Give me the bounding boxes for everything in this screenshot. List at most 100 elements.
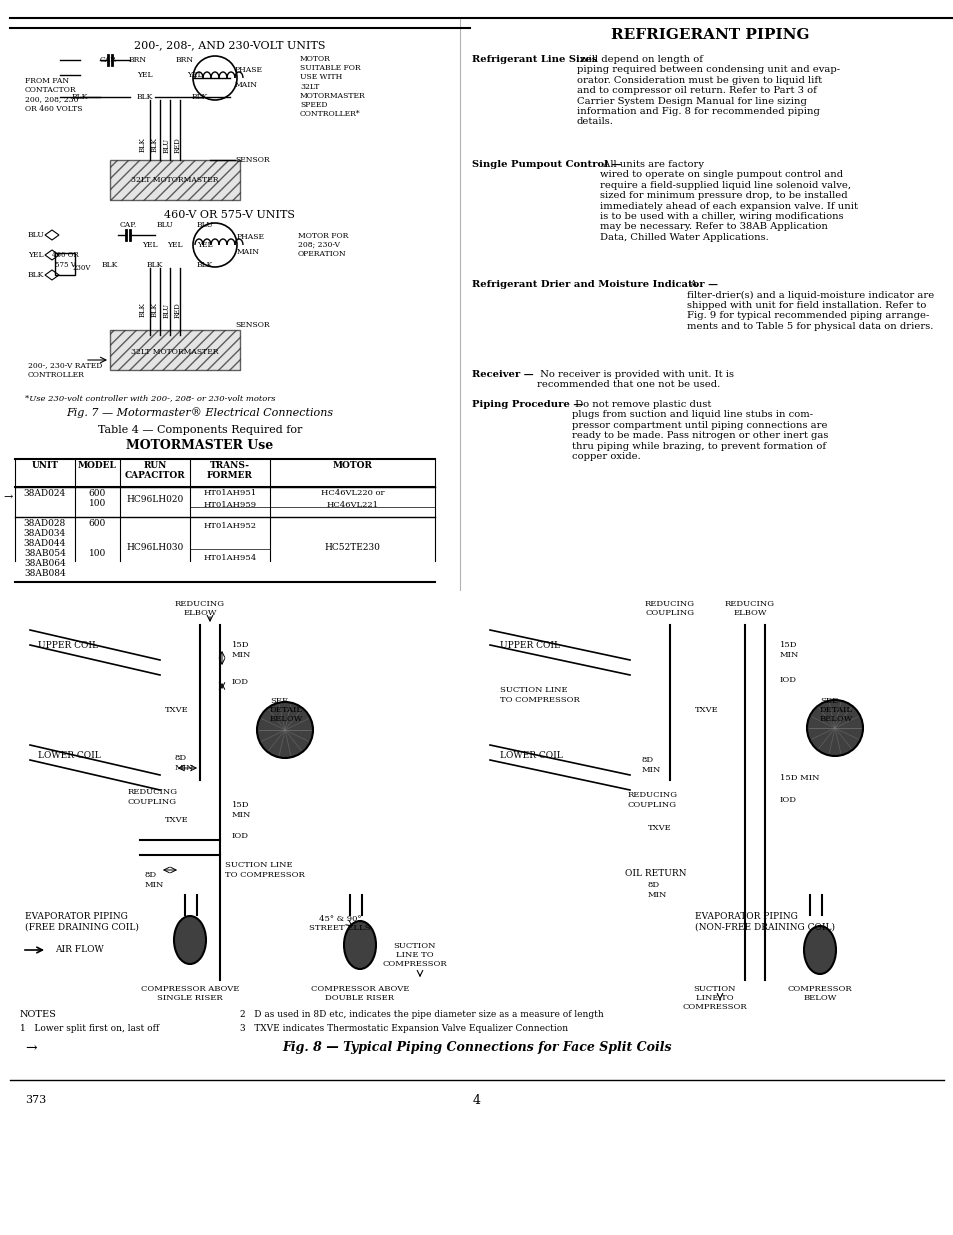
Text: REDUCING
COUPLING: REDUCING COUPLING (128, 788, 178, 805)
Text: YEL: YEL (187, 70, 203, 79)
Text: 460-V OR 575-V UNITS: 460-V OR 575-V UNITS (164, 210, 295, 220)
Text: MOTOR: MOTOR (333, 461, 372, 471)
Bar (55, 253, 75, 275)
Text: MOTOR FOR
208; 230-V
OPERATION: MOTOR FOR 208; 230-V OPERATION (297, 232, 348, 258)
Text: COMPRESSOR ABOVE
DOUBLE RISER: COMPRESSOR ABOVE DOUBLE RISER (311, 986, 409, 1002)
Text: RED: RED (173, 303, 182, 317)
Text: 38AD028: 38AD028 (24, 519, 66, 529)
Text: LOWER COIL: LOWER COIL (38, 751, 101, 760)
Text: PHASE: PHASE (234, 65, 263, 74)
Text: 15D MIN: 15D MIN (780, 774, 819, 782)
Text: Receiver —: Receiver — (472, 370, 533, 379)
Text: HT01AH959: HT01AH959 (203, 501, 256, 509)
Bar (110, 161, 240, 200)
Text: REDUCING
COUPLING: REDUCING COUPLING (627, 792, 678, 809)
Text: YEL: YEL (167, 241, 183, 249)
Text: 15D
MIN: 15D MIN (232, 802, 251, 819)
Text: 32LT MOTORMASTER: 32LT MOTORMASTER (132, 348, 218, 356)
Text: AIR FLOW: AIR FLOW (55, 946, 104, 955)
Text: 1   Lower split first on, last off: 1 Lower split first on, last off (20, 1024, 159, 1032)
Bar (0, 590, 953, 990)
Text: BLK: BLK (192, 93, 208, 101)
Text: REDUCING
COUPLING: REDUCING COUPLING (644, 600, 695, 618)
Text: BLU: BLU (196, 221, 213, 228)
Ellipse shape (173, 916, 206, 965)
Text: BLU: BLU (163, 303, 171, 317)
Text: 3   TXVE indicates Thermostatic Expansion Valve Equalizer Connection: 3 TXVE indicates Thermostatic Expansion … (240, 1024, 568, 1032)
Circle shape (806, 700, 862, 756)
Text: MOTOR
SUITABLE FOR
USE WITH
32LT
MOTORMASTER
SPEED
CONTROLLER*: MOTOR SUITABLE FOR USE WITH 32LT MOTORMA… (299, 56, 365, 119)
Text: 15D
MIN: 15D MIN (232, 641, 251, 658)
Text: 600
100: 600 100 (89, 489, 106, 509)
Text: Refrigerant Drier and Moisture Indicator —: Refrigerant Drier and Moisture Indicator… (472, 280, 718, 289)
Text: YEL: YEL (142, 241, 157, 249)
Text: SUCTION LINE
TO COMPRESSOR: SUCTION LINE TO COMPRESSOR (499, 687, 579, 704)
Text: MAIN: MAIN (234, 82, 257, 89)
Text: SENSOR: SENSOR (234, 321, 270, 329)
Text: Single Pumpout Control —: Single Pumpout Control — (472, 161, 620, 169)
Text: 100: 100 (89, 550, 106, 558)
Text: All units are factory
wired to operate on single pumpout control and
require a f: All units are factory wired to operate o… (599, 161, 857, 242)
Ellipse shape (803, 926, 835, 974)
Text: TXVE: TXVE (647, 824, 671, 832)
Text: HT01AH952: HT01AH952 (203, 522, 256, 530)
Text: No receiver is provided with unit. It is
recommended that one not be used.: No receiver is provided with unit. It is… (537, 370, 733, 389)
Text: REFRIGERANT PIPING: REFRIGERANT PIPING (610, 28, 808, 42)
Text: HC46VL221: HC46VL221 (326, 501, 378, 509)
Text: COMPRESSOR
BELOW: COMPRESSOR BELOW (787, 986, 851, 1002)
Text: TXVE: TXVE (165, 816, 189, 824)
Text: CAP.: CAP. (119, 221, 136, 228)
Text: Piping Procedure —: Piping Procedure — (472, 400, 582, 409)
Text: SUCTION LINE
TO COMPRESSOR: SUCTION LINE TO COMPRESSOR (225, 861, 304, 878)
Text: SUCTION
LINE TO
COMPRESSOR: SUCTION LINE TO COMPRESSOR (682, 986, 746, 1011)
Text: YEL: YEL (197, 241, 213, 249)
Text: NOTES: NOTES (20, 1010, 57, 1019)
Text: HC46VL220 or: HC46VL220 or (320, 489, 384, 496)
Text: BRN: BRN (175, 56, 193, 64)
Text: SENSOR: SENSOR (234, 156, 270, 164)
Text: BLU: BLU (28, 231, 45, 240)
Text: BLU: BLU (156, 221, 173, 228)
Text: 15D
MIN: 15D MIN (780, 641, 799, 658)
Text: BLU: BLU (163, 137, 171, 153)
Text: UPPER COIL: UPPER COIL (38, 641, 98, 650)
Bar (110, 330, 240, 370)
Text: 38AB054: 38AB054 (24, 550, 66, 558)
Text: 8D
MIN: 8D MIN (647, 882, 667, 899)
Text: BLK: BLK (139, 137, 147, 152)
Text: 230V: 230V (72, 264, 91, 272)
Text: will depend on length of
piping required between condensing unit and evap-
orato: will depend on length of piping required… (577, 56, 840, 126)
Text: OIL RETURN: OIL RETURN (624, 868, 686, 878)
Text: BLK: BLK (147, 261, 163, 269)
Text: *Use 230-volt controller with 200-, 208- or 230-volt motors: *Use 230-volt controller with 200-, 208-… (25, 394, 275, 403)
Text: TRANS-
FORMER: TRANS- FORMER (207, 461, 253, 480)
Text: 38AD044: 38AD044 (24, 538, 66, 548)
Text: TXVE: TXVE (695, 706, 718, 714)
Text: PHASE: PHASE (236, 233, 265, 241)
Text: HT01AH954: HT01AH954 (203, 555, 256, 562)
Text: →: → (25, 1041, 36, 1055)
Text: BRN: BRN (129, 56, 147, 64)
Text: BLK: BLK (28, 270, 45, 279)
Text: 4: 4 (473, 1093, 480, 1107)
Text: 38AB084: 38AB084 (24, 569, 66, 578)
Text: →: → (3, 492, 12, 501)
Text: 8D
MIN: 8D MIN (174, 755, 194, 772)
Text: IOD: IOD (232, 832, 249, 840)
Text: SEE
DETAIL
BELOW: SEE DETAIL BELOW (820, 697, 853, 724)
Text: RUN
CAPACITOR: RUN CAPACITOR (125, 461, 185, 480)
Text: 8D
MIN: 8D MIN (145, 872, 164, 889)
Text: REDUCING
ELBOW: REDUCING ELBOW (724, 600, 774, 618)
Text: EVAPORATOR PIPING
(FREE DRAINING COIL): EVAPORATOR PIPING (FREE DRAINING COIL) (25, 911, 139, 931)
Text: A
filter-drier(s) and a liquid-moisture indicator are
shipped with unit for fiel: A filter-drier(s) and a liquid-moisture … (686, 280, 933, 331)
Text: BLK: BLK (102, 261, 118, 269)
Text: LOWER COIL: LOWER COIL (499, 751, 562, 760)
Text: 38AB064: 38AB064 (24, 559, 66, 568)
Text: 38AD034: 38AD034 (24, 529, 66, 538)
Text: REDUCING
ELBOW: REDUCING ELBOW (174, 600, 225, 618)
Text: Table 4 — Components Required for: Table 4 — Components Required for (98, 425, 302, 435)
Text: 38AD024: 38AD024 (24, 489, 66, 498)
Text: Do not remove plastic dust
plugs from suction and liquid line stubs in com-
pres: Do not remove plastic dust plugs from su… (572, 400, 827, 461)
Text: MOTORMASTER Use: MOTORMASTER Use (126, 438, 274, 452)
Text: 32LT MOTORMASTER: 32LT MOTORMASTER (132, 177, 218, 184)
